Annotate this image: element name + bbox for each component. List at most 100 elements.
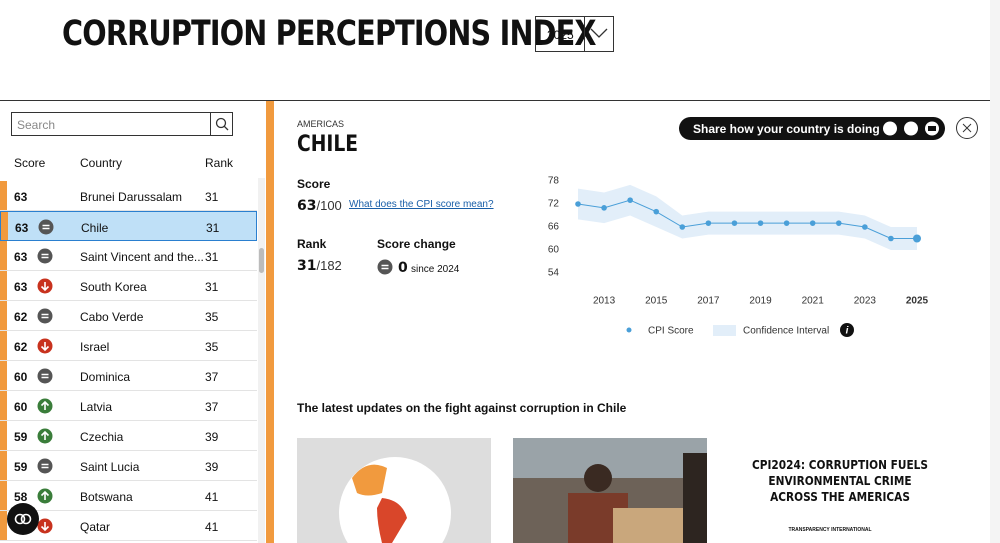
trend-icon [37,338,53,354]
row-rank: 31 [206,221,220,235]
score-strip [0,481,7,510]
row-rank: 39 [205,460,219,474]
trend-icon [37,248,53,264]
column-header[interactable]: Score [14,156,46,170]
legend-label: CPI Score [648,326,694,337]
country-row[interactable]: 60 Dominica 37 [0,361,257,391]
country-row[interactable]: 63 Saint Vincent and the... 31 [0,241,257,271]
globe-illustration [339,457,451,543]
info-icon[interactable] [840,323,854,337]
column-header[interactable]: Rank [205,156,234,170]
divider [0,100,990,101]
score-line [577,199,917,239]
cpi-chart: 54 60 66 72 78 2013 2015 2017 2019 2021 2023 2025 CP… [548,176,929,337]
country-row[interactable]: 60 Latvia 37 [0,391,257,421]
score-total: /100 [316,198,342,213]
search-button[interactable] [210,113,233,135]
scrollbar[interactable] [258,178,265,543]
change-value: 0 [398,260,408,276]
accent-bar [266,101,274,543]
score-value: 63 [297,198,317,214]
trend-icon [377,259,393,275]
scroll-thumb[interactable] [259,248,264,273]
x-tick-label: 2015 [645,296,668,307]
row-country: Chile [81,221,109,235]
country-row[interactable]: 59 Saint Lucia 39 [0,451,257,481]
column-header[interactable]: Country [80,156,123,170]
row-rank: 37 [205,370,219,384]
country-row[interactable]: 58 Botswana 41 [0,481,257,511]
score-point [731,220,738,226]
rank-total: /182 [316,258,342,273]
legend-label: Confidence Interval [743,326,829,337]
confidence-band [578,184,917,250]
trend-icon [37,308,53,324]
row-country: Israel [80,340,110,354]
score-strip [0,421,7,450]
year-value: 2025 [547,28,574,42]
icon-circle [37,368,53,384]
trend-icon [37,398,53,414]
row-rank: 41 [205,520,219,534]
row-score: 60 [14,370,28,384]
search-box[interactable]: Search [11,112,233,136]
x-tick-label: 2021 [802,296,825,307]
row-country: Botswana [80,490,133,504]
row-score: 60 [14,400,28,414]
x-tick-label: 2023 [854,296,877,307]
info-text: i [846,326,849,337]
y-tick-label: 54 [548,268,560,279]
page-title: CORRUPTION PERCEPTIONS INDEX [62,14,597,54]
icon-circle [37,308,53,324]
card-title[interactable]: CPI2024: CORRUPTION FUELS ENVIRONMENTAL … [752,458,928,504]
row-rank: 31 [205,250,219,264]
close-button[interactable] [956,117,978,139]
year-select[interactable]: 2025 [535,16,614,52]
country-row[interactable]: 62 Cabo Verde 35 [0,301,257,331]
card-image[interactable] [513,438,707,543]
x-tick-label: 2025 [906,296,929,307]
country-row[interactable]: 63 Chile 31 [0,211,257,241]
trend-icon [38,219,54,235]
score-strip [1,212,8,240]
country-row[interactable]: 63 Brunei Darussalam 31 [0,181,257,211]
country-row[interactable]: 59 Czechia 39 [0,421,257,451]
country-row[interactable]: 62 Israel 35 [0,331,257,361]
trend-icon [37,368,53,384]
row-country: Brunei Darussalam [80,190,183,204]
row-country: Czechia [80,430,124,444]
score-point [888,235,894,242]
chevron [590,28,608,38]
icon-circle [377,259,393,275]
change-label: Score change [377,237,456,251]
y-tick-label: 60 [548,245,560,256]
score-strip [0,391,7,420]
share-bar[interactable]: Share how your country is doing [679,117,945,140]
score-strip [0,361,7,390]
score: 63/100 [297,197,342,215]
score-point [679,224,686,230]
y-tick-label: 72 [548,199,560,210]
icon-arrow [40,490,50,500]
row-rank: 37 [205,400,219,414]
row-score: 63 [14,250,28,264]
chat-icon [14,513,32,525]
chat-button[interactable] [7,503,39,535]
country-row[interactable]: 63 South Korea 31 [0,271,257,301]
card-image[interactable] [297,438,491,543]
score-link[interactable]: What does the CPI score mean? [349,199,494,210]
row-country: Dominica [80,370,131,384]
page-scrollbar[interactable] [990,0,1000,543]
row-rank: 31 [205,280,219,294]
icon-arrow [40,430,50,440]
score-point [653,208,660,215]
row-rank: 41 [205,490,219,504]
row-country: Saint Vincent and the... [80,250,204,264]
icon-circle [37,458,53,474]
row-country: Qatar [80,520,111,534]
trend-icon [37,278,53,294]
score-strip [0,271,7,300]
x-tick-label: 2017 [697,296,720,307]
logo-text: TRANSPARENCY INTERNATIONAL [788,527,872,533]
